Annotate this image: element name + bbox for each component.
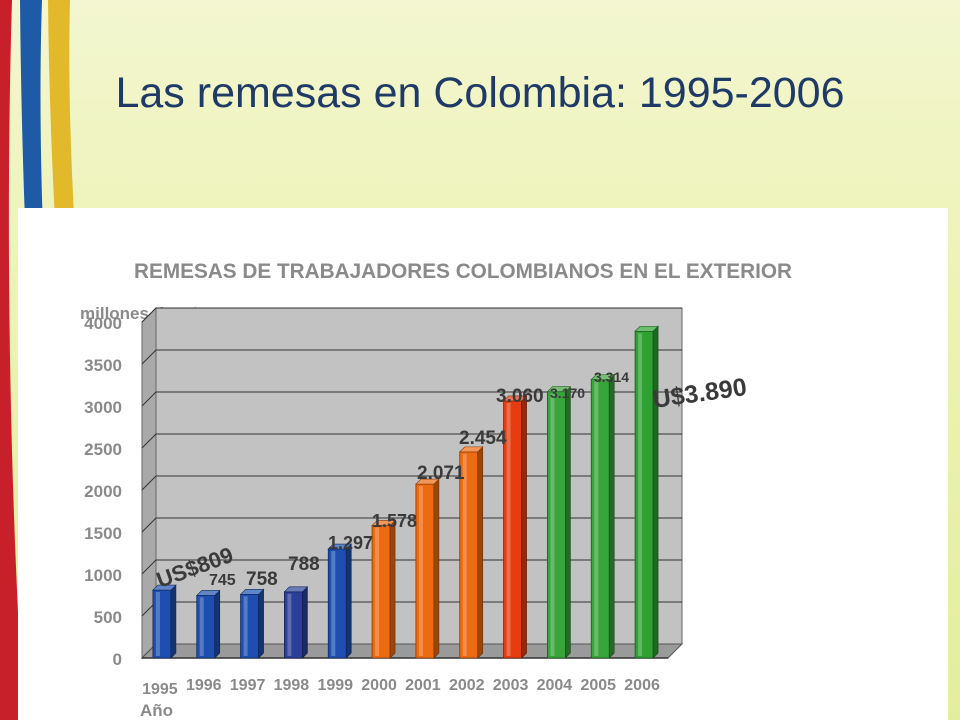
bar-side [433,478,440,659]
bar-side [302,586,308,659]
bar-top [196,590,221,596]
plot-area: 4000 3500 3000 2500 2000 1500 1000 500 0 1995 1996… [84,306,748,698]
bar-side [521,395,527,659]
bar-side [652,325,659,659]
x-tick-label: 2003 [493,677,529,694]
bar-highlight [550,393,555,656]
gridline [141,349,682,365]
bar-top [283,586,309,593]
bar-highlight [462,453,467,656]
blue-stripe [20,0,80,720]
bar-side [608,373,615,659]
bar-top [371,520,396,526]
y-tick-label: 4000 [84,314,122,333]
data-label: 758 [246,569,278,590]
data-label: 1.297 [328,533,373,553]
bar-side [389,519,396,659]
bar [547,391,566,659]
x-tick-label: 1995 [142,681,178,698]
bar-highlight [199,597,204,656]
bar [196,595,216,659]
chart-title: REMESAS DE TRABAJADORES COLOMBIANOS EN E… [134,260,792,283]
bar-top [590,374,615,380]
data-label: 3.314 [594,369,629,385]
data-label: 2.454 [459,428,507,449]
bar [634,330,654,659]
x-tick-label: 2005 [580,677,616,694]
x-tick-label: 2002 [449,677,485,694]
x-tick-label: 1999 [317,677,353,694]
bar-side [170,584,177,659]
x-tick-label: 2001 [405,677,441,694]
data-label: 1.578 [372,511,417,531]
bar-side [258,588,264,659]
y-tick-label: 0 [113,650,122,669]
bar-highlight [506,402,511,656]
bar-top [634,325,659,332]
bar-top [239,589,265,595]
bar-side [214,589,221,659]
bar-highlight [375,527,380,656]
bar-side [477,446,484,659]
bar-highlight [594,381,599,656]
slide-title: Las remesas en Colombia: 1995-2006 [115,69,845,117]
bar-top [546,386,572,393]
bar-highlight [243,596,248,656]
bar [371,525,391,659]
bar [284,591,303,659]
bar-side [345,543,352,659]
bar-highlight [418,486,423,656]
gridline [141,391,682,407]
bar-highlight [155,592,160,656]
bar [327,548,347,659]
bar-top [502,395,528,402]
y-tick-label: 2500 [84,440,122,459]
data-label: 3.170 [550,385,585,401]
x-tick-label: 1997 [230,677,266,694]
y-tick-label: 1500 [84,524,122,543]
red-stripe [0,0,24,720]
bar [240,593,259,659]
bar [152,589,172,659]
y-tick-label: 1000 [84,566,122,585]
x-axis-label: Año [140,701,173,720]
bar-highlight [287,593,292,656]
bar-top [327,543,352,550]
bar [415,483,435,659]
x-tick-label: 1996 [186,677,222,694]
data-label: 2.071 [417,463,465,484]
bar-side [565,385,571,659]
y-tick-label: 3500 [84,356,122,375]
x-tick-label: 1998 [274,677,310,694]
bar-top [415,478,440,485]
bar-highlight [331,551,336,656]
x-tick-label: 2006 [624,677,660,694]
y-tick-label: 500 [94,608,122,627]
data-label: 745 [209,572,236,589]
y-tick-label: 2000 [84,482,122,501]
chart-panel: REMESAS DE TRABAJADORES COLOMBIANOS EN E… [18,208,948,720]
data-label: 788 [288,554,320,575]
bar-top [459,446,484,453]
data-label: 3.060 [496,386,544,407]
bar-highlight [638,333,643,656]
y-tick-label: 3000 [84,398,122,417]
bar-top [152,584,177,591]
x-tick-label: 2000 [361,677,397,694]
gridline [141,307,682,323]
bar [590,379,610,659]
bar-chart: REMESAS DE TRABAJADORES COLOMBIANOS EN E… [80,260,792,720]
x-tick-label: 2004 [537,677,573,694]
